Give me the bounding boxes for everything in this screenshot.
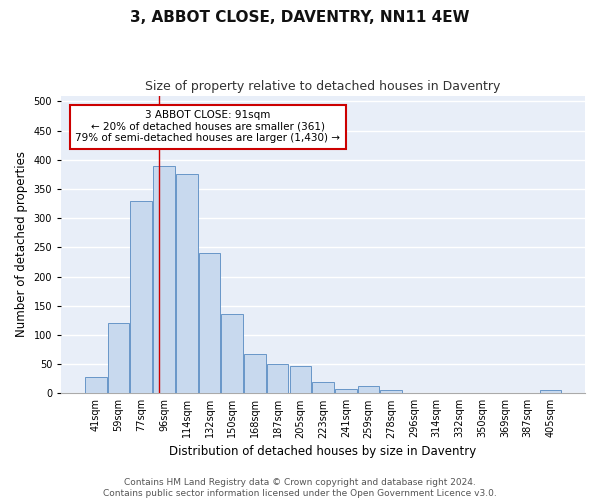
Bar xyxy=(221,314,243,394)
Bar xyxy=(267,364,289,394)
Bar xyxy=(130,200,152,394)
Bar xyxy=(358,386,379,394)
Bar xyxy=(176,174,197,394)
Bar xyxy=(313,382,334,394)
Title: Size of property relative to detached houses in Daventry: Size of property relative to detached ho… xyxy=(145,80,501,93)
Bar xyxy=(380,390,402,394)
Bar xyxy=(290,366,311,394)
Text: Contains HM Land Registry data © Crown copyright and database right 2024.
Contai: Contains HM Land Registry data © Crown c… xyxy=(103,478,497,498)
Bar xyxy=(244,354,266,394)
Bar xyxy=(108,324,130,394)
Bar xyxy=(199,253,220,394)
Y-axis label: Number of detached properties: Number of detached properties xyxy=(15,152,28,338)
Bar xyxy=(335,389,356,394)
Text: 3, ABBOT CLOSE, DAVENTRY, NN11 4EW: 3, ABBOT CLOSE, DAVENTRY, NN11 4EW xyxy=(130,10,470,25)
Bar xyxy=(153,166,175,394)
X-axis label: Distribution of detached houses by size in Daventry: Distribution of detached houses by size … xyxy=(169,444,477,458)
Bar xyxy=(539,390,561,394)
Text: 3 ABBOT CLOSE: 91sqm
← 20% of detached houses are smaller (361)
79% of semi-deta: 3 ABBOT CLOSE: 91sqm ← 20% of detached h… xyxy=(76,110,340,144)
Bar xyxy=(85,377,107,394)
